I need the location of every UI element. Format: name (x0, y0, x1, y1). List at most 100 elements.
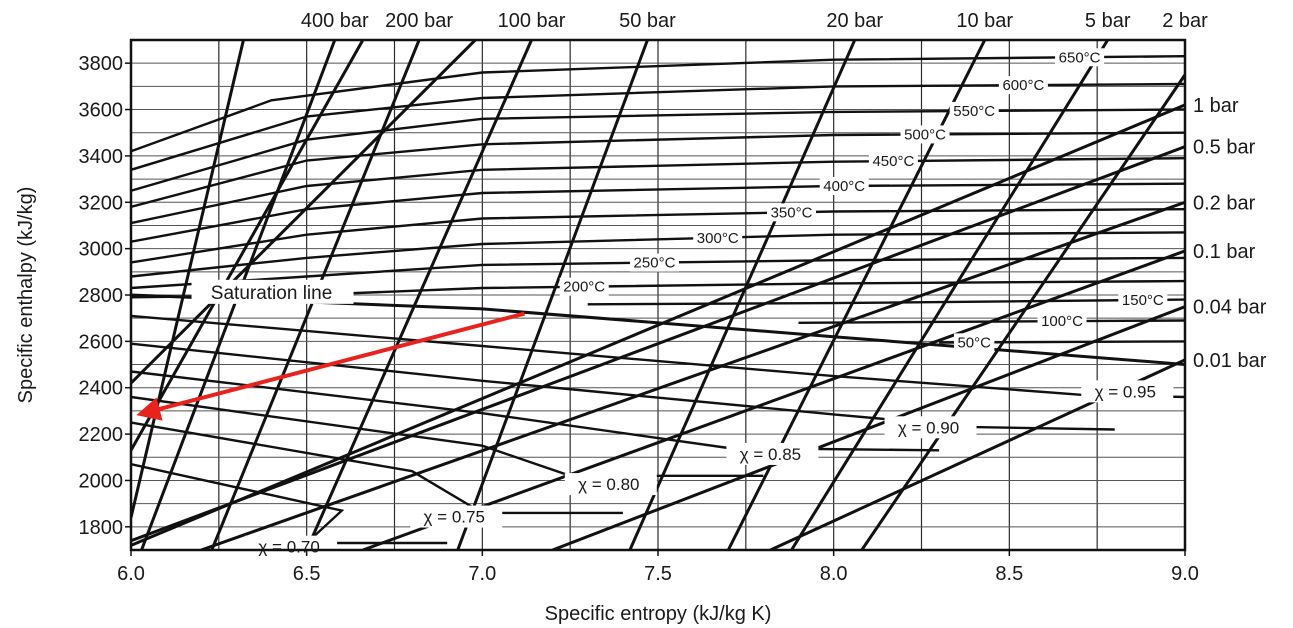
y-tick-label: 2200 (79, 424, 124, 446)
x-axis-title: Specific entropy (kJ/kg K) (545, 603, 772, 625)
isotherm-label: 50°C (957, 334, 991, 351)
y-tick-label: 3200 (79, 192, 124, 214)
isotherm-line (131, 157, 1185, 225)
quality-label-bg (726, 442, 819, 465)
isobar-top-label: 10 bar (956, 10, 1013, 32)
isobar-line (131, 40, 245, 518)
isobar-top-label: 5 bar (1085, 10, 1131, 32)
isobar-line (362, 249, 1185, 550)
arrow-layer (136, 311, 525, 421)
quality-label: χ = 0.70 (258, 538, 319, 557)
quality-line (131, 463, 448, 545)
saturation-label: Saturation line (211, 283, 332, 304)
isotherm-line (587, 298, 1185, 306)
x-tick-label: 6.5 (293, 563, 321, 585)
y-tick-label: 3800 (79, 53, 124, 75)
isotherm-label-bg (998, 76, 1048, 95)
quality-line (131, 370, 940, 452)
isotherm-label: 650°C (1059, 49, 1101, 66)
isotherm-line (131, 131, 1185, 209)
quality-label-bg (564, 473, 657, 496)
quality-label: χ = 0.75 (424, 508, 485, 527)
isotherm-label-bg (559, 277, 609, 296)
isotherm-label-bg (819, 176, 869, 195)
isotherm-label: 550°C (953, 103, 995, 120)
isotherm-label-bg (1118, 291, 1168, 310)
isobar-right-label: 1 bar (1193, 95, 1239, 117)
isotherm-label: 350°C (771, 204, 813, 221)
isobar-top-label: 200 bar (385, 10, 453, 32)
isotherm-label-bg (1037, 312, 1087, 331)
isobar-right-label: 0.04 bar (1193, 297, 1267, 319)
isotherm-label: 450°C (872, 153, 914, 170)
quality-label: χ = 0.90 (898, 418, 959, 437)
x-tick-label: 8.0 (820, 563, 848, 585)
isobar-line (131, 145, 1185, 543)
lines-layer (131, 40, 1185, 550)
isotherm-label-bg (693, 228, 743, 247)
y-tick-label: 2000 (79, 470, 124, 492)
x-tick-label: 7.5 (644, 563, 672, 585)
y-tick-label: 3400 (79, 146, 124, 168)
quality-line (131, 395, 764, 477)
isobar-right-label: 0.2 bar (1193, 192, 1256, 214)
isobar-line (200, 200, 1185, 550)
isobar-line (552, 305, 1185, 550)
y-tick-labels: 1800 2000 2200 2400 2600 2800 3000 3200 3400 3600… (79, 53, 131, 539)
y-tick-label: 3600 (79, 100, 124, 122)
isobar-top-label: 400 bar (301, 10, 369, 32)
isotherm-label-bg (767, 203, 817, 222)
y-tick-label: 2600 (79, 331, 124, 353)
isotherm-label: 500°C (904, 126, 946, 143)
x-tick-labels: 6.0 6.5 7.0 7.5 8.0 8.5 9.0 (117, 550, 1199, 585)
y-tick-label: 1800 (79, 517, 124, 539)
isobar-line (305, 40, 533, 550)
isotherm-label: 250°C (634, 255, 676, 272)
isotherm-line (131, 231, 1185, 278)
quality-line (131, 421, 623, 515)
isobar-line (628, 40, 857, 550)
isotherm-label: 150°C (1122, 292, 1164, 309)
isobar-top-label: 50 bar (619, 10, 676, 32)
isobar-right-label: 0.01 bar (1193, 350, 1267, 372)
isotherm-line (131, 208, 1185, 264)
isotherm-label-bg (900, 125, 950, 144)
x-tick-label: 6.0 (117, 563, 145, 585)
y-axis-title: Specific enthalpy (kJ/kg) (15, 187, 37, 404)
expansion-arrow (136, 311, 525, 421)
isotherm-label-bg (954, 333, 995, 352)
isobar-top-label: 100 bar (498, 10, 566, 32)
isobar-line (790, 40, 1109, 550)
saturation-label-bg (191, 279, 354, 304)
isotherm-label-bg (868, 152, 918, 171)
isotherm-label: 600°C (1002, 77, 1044, 94)
quality-label: χ = 0.80 (578, 475, 639, 494)
isotherm-label-bg (629, 253, 679, 272)
isobar-top-label: 2 bar (1162, 10, 1208, 32)
isotherm-line (131, 82, 1185, 171)
isotherm-label: 200°C (563, 279, 605, 296)
x-tick-label: 7.0 (468, 563, 496, 585)
y-tick-label: 2800 (79, 285, 124, 307)
quality-label-bg (245, 535, 338, 558)
labels-layer: 400 bar 200 bar 100 bar 50 bar 20 bar 10 bar 5… (191, 10, 1267, 558)
isobar-top-label: 20 bar (826, 10, 883, 32)
isobar-right-label: 0.5 bar (1193, 137, 1256, 159)
isotherm-label: 300°C (697, 230, 739, 247)
quality-label-bg (1081, 380, 1174, 403)
isobar-line (131, 103, 1185, 547)
quality-label: χ = 0.85 (740, 445, 801, 464)
y-tick-label: 2400 (79, 378, 124, 400)
x-tick-label: 8.5 (995, 563, 1023, 585)
quality-label-bg (410, 505, 503, 528)
quality-label: χ = 0.95 (1095, 382, 1156, 401)
y-tick-label: 3000 (79, 239, 124, 261)
quality-line (131, 342, 1115, 431)
isobar-line (456, 40, 649, 550)
isotherm-label-bg (1055, 48, 1105, 67)
isotherm-line (131, 55, 1185, 153)
isotherm-label: 400°C (823, 178, 865, 195)
isotherm-line (131, 182, 1185, 243)
isobar-line (860, 73, 1185, 550)
